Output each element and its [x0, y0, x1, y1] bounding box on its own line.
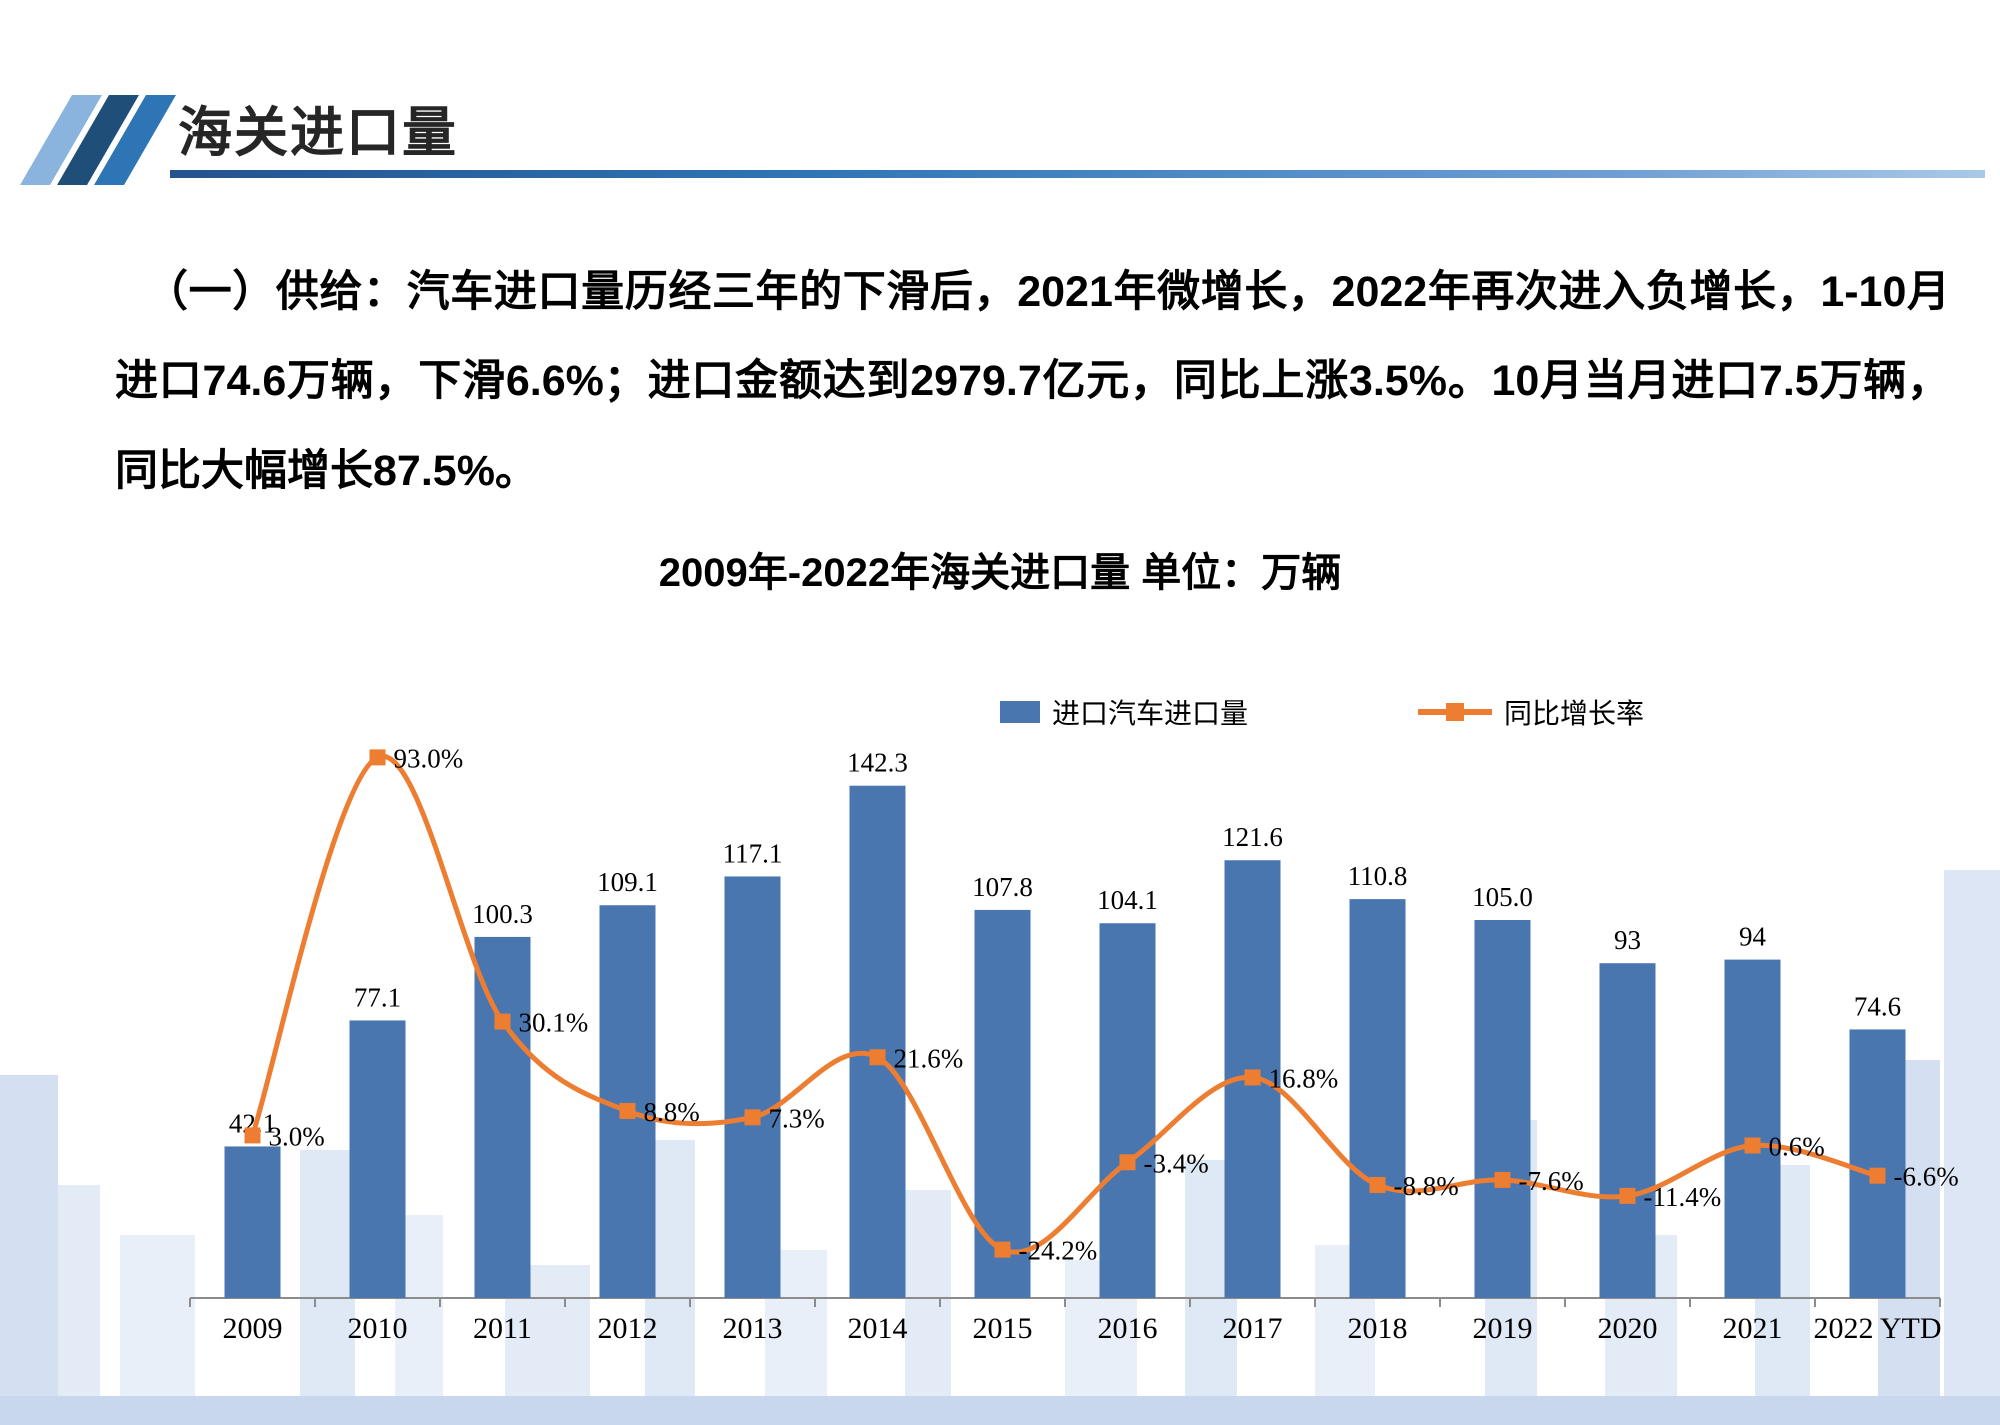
bar-value-label: 105.0	[1472, 882, 1533, 912]
skyline-block	[0, 1075, 58, 1425]
legend-bar-label: 进口汽车进口量	[1052, 698, 1249, 729]
bar-value-label: 109.1	[597, 867, 658, 897]
growth-rate-label: -7.6%	[1519, 1166, 1584, 1196]
legend-line-swatch	[1418, 703, 1493, 721]
bar-value-label: 110.8	[1348, 861, 1408, 891]
logo-slashes-icon	[20, 95, 176, 185]
bar-2021	[1724, 959, 1781, 1298]
growth-rate-point	[244, 1127, 261, 1144]
x-axis-label: 2020	[1598, 1312, 1658, 1345]
growth-rate-label: 30.1%	[519, 1008, 589, 1038]
skyline-block	[1944, 870, 2000, 1425]
growth-rate-point	[744, 1109, 761, 1126]
intro-paragraph: （一）供给：汽车进口量历经三年的下滑后，2021年微增长，2022年再次进入负增…	[115, 268, 1950, 495]
growth-rate-point	[1119, 1154, 1136, 1171]
page-title: 海关进口量	[178, 103, 458, 163]
x-axis-label: 2011	[473, 1312, 532, 1345]
growth-rate-point	[1494, 1171, 1511, 1188]
growth-rate-point	[1619, 1187, 1636, 1204]
bar-value-label: 93	[1614, 925, 1641, 955]
x-axis-label: 2019	[1473, 1312, 1533, 1345]
growth-rate-point	[869, 1049, 886, 1066]
bar-value-label: 117.1	[723, 838, 783, 868]
bar-2016	[1099, 923, 1156, 1298]
bar-value-label: 74.6	[1854, 991, 1901, 1021]
x-axis-label: 2013	[723, 1312, 783, 1345]
growth-rate-point	[1369, 1176, 1386, 1193]
x-axis-label: 2021	[1723, 1312, 1783, 1345]
bar-value-label: 121.6	[1222, 822, 1283, 852]
import-volume-chart: 42.1200977.12010100.32011109.12012117.12…	[189, 743, 1959, 1345]
bar-2013	[724, 876, 781, 1298]
growth-rate-label: 21.6%	[894, 1043, 964, 1073]
x-axis-label: 2016	[1098, 1312, 1158, 1345]
skyline-block	[120, 1235, 195, 1425]
bar-2009	[224, 1146, 281, 1298]
chart-legend: 进口汽车进口量 同比增长率	[1000, 692, 1644, 732]
legend-bar-swatch	[1000, 701, 1040, 723]
skyline-block	[0, 1396, 2000, 1425]
legend-item-bar: 进口汽车进口量	[1000, 692, 1248, 732]
growth-rate-label: 0.6%	[1769, 1131, 1825, 1161]
skyline-block	[58, 1185, 100, 1425]
growth-rate-point	[369, 749, 386, 766]
header-divider	[170, 170, 1985, 178]
x-axis-label: 2018	[1348, 1312, 1408, 1345]
growth-rate-point	[1869, 1167, 1886, 1184]
bar-2018	[1349, 899, 1406, 1298]
legend-line-marker	[1446, 703, 1465, 721]
bar-value-label: 94	[1739, 922, 1767, 952]
growth-rate-point	[619, 1103, 636, 1120]
growth-rate-label: -8.8%	[1394, 1171, 1459, 1201]
growth-rate-point	[494, 1013, 511, 1030]
x-axis-label: 2012	[598, 1312, 658, 1345]
bar-2014	[849, 785, 906, 1298]
bar-2022 YTD	[1849, 1029, 1906, 1298]
growth-rate-label: 8.8%	[644, 1097, 700, 1127]
chart-title: 2009年-2022年海关进口量 单位：万辆	[658, 551, 1342, 595]
legend-line-label: 同比增长率	[1504, 698, 1645, 729]
bar-value-label: 142.3	[847, 748, 908, 778]
x-axis-label: 2015	[973, 1312, 1033, 1345]
bar-value-label: 104.1	[1097, 885, 1158, 915]
x-axis-label: 2010	[348, 1312, 408, 1345]
bar-2019	[1474, 920, 1531, 1298]
x-axis-label: 2017	[1223, 1312, 1283, 1345]
bar-2011	[474, 936, 531, 1298]
growth-rate-label: -3.4%	[1144, 1148, 1209, 1178]
growth-rate-label: 7.3%	[769, 1103, 825, 1133]
bar-value-label: 107.8	[972, 872, 1033, 902]
x-axis-label: 2009	[223, 1312, 283, 1345]
bar-value-label: 77.1	[354, 982, 401, 1012]
growth-rate-point	[1744, 1137, 1761, 1154]
growth-rate-label: 16.8%	[1269, 1063, 1339, 1093]
bar-2020	[1599, 963, 1656, 1298]
growth-rate-label: -24.2%	[1019, 1236, 1098, 1266]
growth-rate-label: -6.6%	[1894, 1162, 1959, 1192]
growth-rate-label: 93.0%	[394, 743, 464, 773]
legend-item-line: 同比增长率	[1418, 692, 1644, 732]
growth-rate-label: -11.4%	[1644, 1182, 1722, 1212]
x-axis-label: 2014	[848, 1312, 908, 1345]
growth-rate-point	[994, 1241, 1011, 1258]
x-axis-label: 2022 YTD	[1813, 1312, 1941, 1345]
skyline-block	[300, 1150, 355, 1425]
bar-value-label: 100.3	[472, 899, 533, 929]
growth-rate-label: 3.0%	[269, 1121, 325, 1151]
bar-2010	[349, 1020, 406, 1298]
growth-rate-point	[1244, 1069, 1261, 1086]
skyline-block	[905, 1190, 951, 1425]
